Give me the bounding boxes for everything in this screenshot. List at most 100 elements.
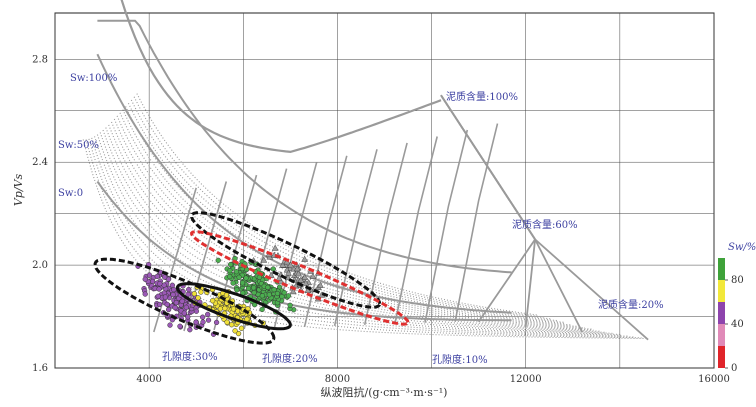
porosity-curve xyxy=(363,142,408,325)
scatter-point xyxy=(164,301,170,308)
scatter-point xyxy=(155,293,161,299)
scatter-point xyxy=(185,314,191,320)
scatter-point xyxy=(270,266,276,272)
x-tick-label: 12000 xyxy=(510,374,542,385)
scatter-point xyxy=(238,325,245,331)
x-tick-labels: 4000 8000 12000 16000 xyxy=(136,374,729,385)
scatter-point xyxy=(250,285,257,291)
scatter-point-triangle xyxy=(287,261,294,268)
scatter-point xyxy=(285,293,292,299)
saturation-curve xyxy=(136,93,538,316)
saturation-curve xyxy=(108,124,594,331)
scatter-point xyxy=(149,278,156,285)
clay-fan-curve xyxy=(440,94,537,323)
scatter-point xyxy=(209,298,216,304)
y-tick-labels: 1.6 2.0 2.4 2.8 xyxy=(32,54,48,374)
plot-area xyxy=(54,12,715,369)
scatter-point xyxy=(179,298,185,304)
scatter-point xyxy=(181,310,187,316)
clay-curve xyxy=(97,19,512,274)
scatter-point xyxy=(227,268,233,274)
scatter-point xyxy=(199,314,206,320)
scatter-point xyxy=(227,261,234,268)
saturation-curve xyxy=(93,136,622,336)
scatter-point xyxy=(215,257,221,264)
scatter-point xyxy=(266,292,272,298)
scatter-point-triangle xyxy=(260,256,268,263)
colorbar-tick-label: 0 xyxy=(731,363,737,374)
porosity-curve xyxy=(424,129,469,323)
scatter-point xyxy=(205,317,212,323)
scatter-point xyxy=(146,272,153,278)
y-tick-label: 2.4 xyxy=(32,157,48,168)
saturation-curve xyxy=(99,132,614,334)
scatter-point xyxy=(239,280,246,286)
annotation-ellipse xyxy=(93,257,276,345)
y-tick-label: 1.6 xyxy=(32,363,48,374)
colorbar-tick-label: 40 xyxy=(731,319,744,330)
scatter-point xyxy=(142,276,148,282)
clay-100-curve xyxy=(120,0,442,154)
saturation-curve xyxy=(105,127,601,332)
x-tick-label: 8000 xyxy=(325,374,350,385)
colorbar-band xyxy=(718,258,725,280)
scatter-point xyxy=(156,301,163,308)
scatter-point xyxy=(191,291,197,297)
clay-label-60: 泥质含量:60% xyxy=(512,218,578,231)
saturation-curve xyxy=(133,96,544,318)
porosity-curve xyxy=(303,155,348,327)
y-axis-label: Vp/Vs xyxy=(12,174,25,207)
scatter-point xyxy=(165,306,172,313)
scatter-point-triangle xyxy=(271,244,279,251)
scatter-point xyxy=(186,286,192,293)
scatter-point xyxy=(259,293,265,299)
clay-label-20: 泥质含量:20% xyxy=(598,298,664,311)
scatter-point-triangle xyxy=(309,272,317,279)
template-curves xyxy=(82,0,649,341)
colorbar-band xyxy=(718,302,725,324)
porosity-label-10: 孔隙度:10% xyxy=(432,353,488,366)
scatter-point xyxy=(224,319,230,325)
annotation-ellipse xyxy=(190,211,382,309)
colorbar-band xyxy=(718,324,725,346)
saturation-curve xyxy=(119,112,572,326)
scatter-point xyxy=(198,289,204,295)
sw-label-50: Sw:50% xyxy=(58,140,99,151)
scatter-point xyxy=(233,269,240,275)
scatter-point xyxy=(200,319,206,325)
colorbar-band xyxy=(718,280,725,302)
porosity-label-30: 孔隙度:30% xyxy=(162,350,218,363)
scatter-point xyxy=(183,304,189,311)
scatter-point xyxy=(279,293,285,300)
scatter-point-triangle xyxy=(285,269,292,276)
scatter-point xyxy=(193,319,199,325)
y-tick-label: 2.8 xyxy=(32,54,48,65)
scatter-point xyxy=(259,306,265,313)
scatter-point xyxy=(222,305,228,311)
scatter-point-triangle xyxy=(279,261,287,268)
scatter-point xyxy=(265,284,271,291)
saturation-curve xyxy=(91,137,629,337)
scatter-point xyxy=(142,291,148,297)
scatter-point xyxy=(161,274,168,280)
sw-label-0: Sw:0 xyxy=(58,188,83,199)
colorbar-tick-label: 80 xyxy=(731,275,744,286)
annotation-ellipse xyxy=(175,282,292,331)
scatter-point-triangle xyxy=(302,279,310,286)
scatter-point xyxy=(170,291,176,298)
scatter-point xyxy=(232,328,238,334)
clay-label-100: 泥质含量:100% xyxy=(446,90,518,103)
scatter-point xyxy=(177,323,183,329)
scatter-point xyxy=(245,285,252,292)
porosity-label-20: 孔隙度:20% xyxy=(262,352,318,365)
porosity-curve xyxy=(454,123,499,322)
scatter-point xyxy=(230,306,237,312)
scatter-point xyxy=(213,319,220,326)
colorbar-band xyxy=(718,346,725,368)
x-tick-label: 4000 xyxy=(136,374,161,385)
x-axis-label: 纵波阻抗/(g·cm⁻³·m·s⁻¹) xyxy=(321,385,448,399)
scatter-point xyxy=(223,292,230,298)
porosity-curve xyxy=(394,136,438,324)
x-tick-label: 16000 xyxy=(698,374,730,385)
scatter-point-triangle xyxy=(289,288,297,295)
